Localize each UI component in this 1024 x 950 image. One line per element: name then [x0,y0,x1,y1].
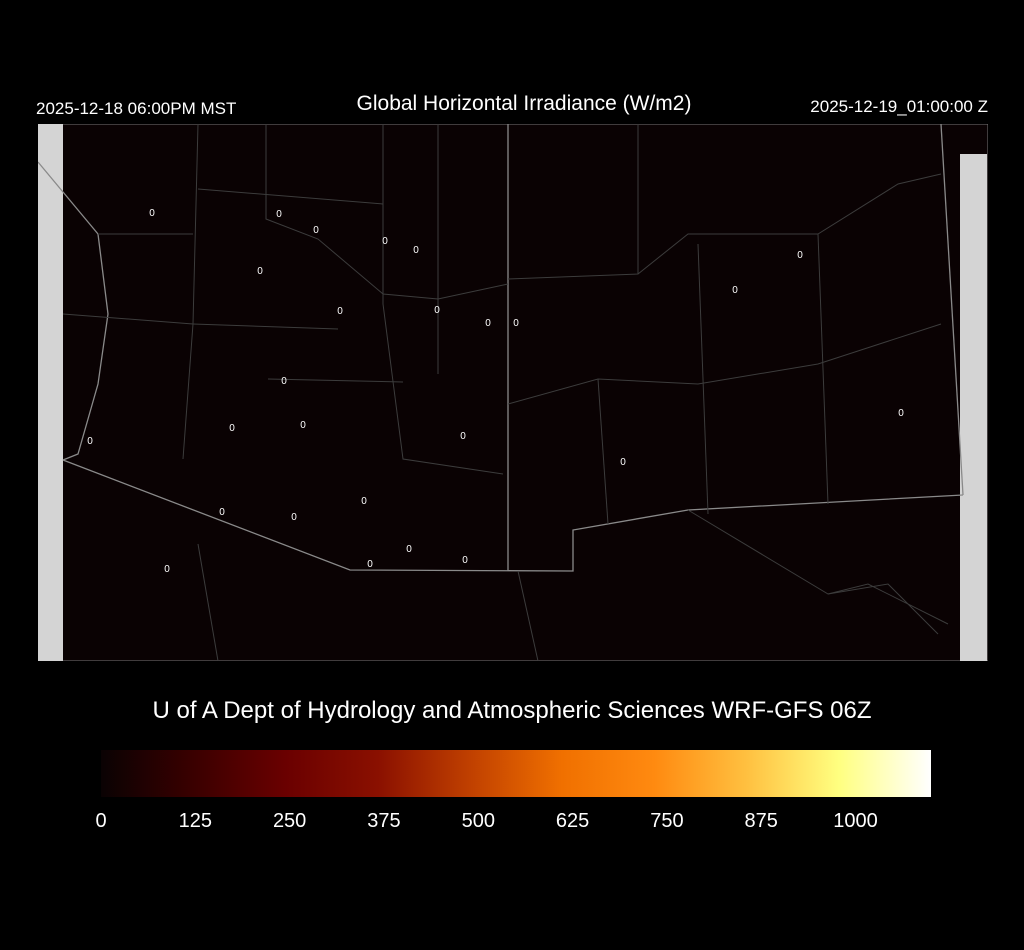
station-value: 0 [460,431,466,442]
station-value: 0 [382,236,388,247]
station-value: 0 [276,209,282,220]
southern-border [62,459,964,572]
colorbar-tick-label: 375 [367,810,401,832]
colorbar-tick-label: 250 [272,810,307,832]
colorbar-tick-label: 500 [461,810,495,832]
nm-tx-border [940,124,964,496]
station-value: 0 [732,285,738,296]
station-value: 0 [87,436,93,447]
station-value: 0 [257,266,263,277]
station-value: 0 [898,408,904,419]
station-value: 0 [291,512,297,523]
irradiance-map: 0 0 0 0 0 0 0 0 0 0 0 0 0 0 0 0 0 0 0 0 0 0 0 0 0 0 [38,124,988,661]
no-data-left [38,124,63,661]
station-value: 0 [434,305,440,316]
credit-text: U of A Dept of Hydrology and Atmospheric… [152,697,872,724]
utc-time: 2025-12-19_01:00:00 Z [810,97,988,116]
map-title: Global Horizontal Irradiance (W/m2) [356,92,692,115]
colorbar-tick-label: 625 [555,810,590,832]
station-value: 0 [367,559,373,570]
county-lines [62,124,949,661]
station-value: 0 [485,318,491,329]
station-value: 0 [413,245,419,256]
station-value: 0 [313,225,319,236]
station-value: 0 [281,376,287,387]
station-value: 0 [620,457,626,468]
colorbar-tick-label: 875 [744,810,778,832]
state-borders [38,124,964,572]
no-data-right [960,154,987,661]
station-values: 0 0 0 0 0 0 0 0 0 0 0 0 0 0 0 0 0 0 0 0 0 0 0 0 0 0 [87,208,904,575]
western-border [38,161,109,461]
station-value: 0 [513,318,519,329]
station-value: 0 [229,423,235,434]
station-value: 0 [219,507,225,518]
colorbar [101,750,931,797]
map-background [38,124,988,661]
station-value: 0 [337,306,343,317]
station-value: 0 [149,208,155,219]
station-value: 0 [164,564,170,575]
station-value: 0 [797,250,803,261]
station-value: 0 [406,544,412,555]
colorbar-tick-label: 0 [95,810,107,832]
station-value: 0 [462,555,468,566]
station-value: 0 [361,496,367,507]
colorbar-tick-label: 1000 [833,810,878,832]
local-time: 2025-12-18 06:00PM MST [36,99,237,118]
station-value: 0 [300,420,306,431]
colorbar-tick-label: 125 [178,810,212,832]
colorbar-tick-label: 750 [650,810,684,832]
